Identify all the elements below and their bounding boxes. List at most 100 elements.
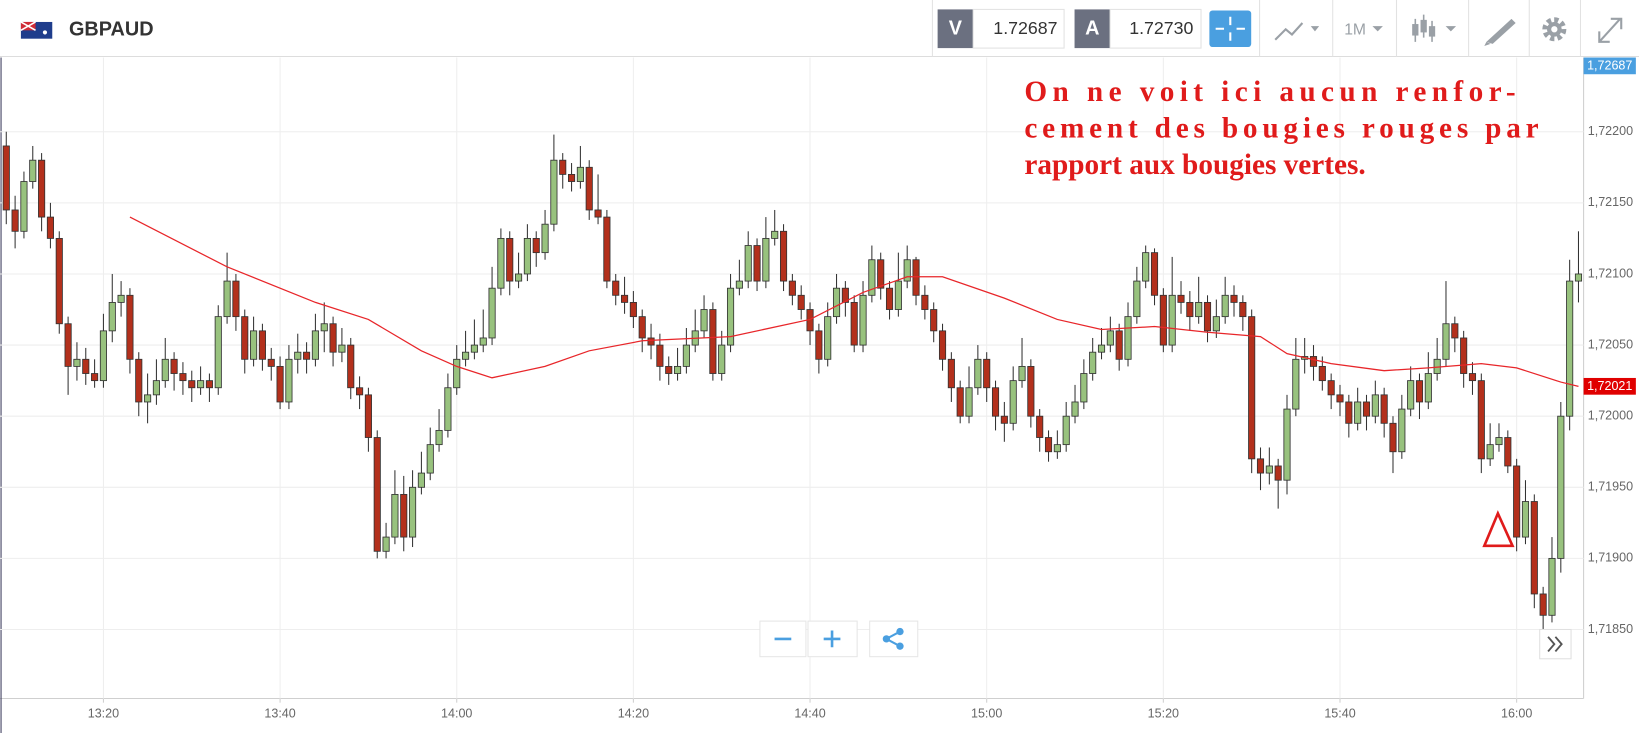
candle-body: [930, 309, 938, 332]
candle-body: [1318, 365, 1326, 382]
candle-body: [1292, 358, 1300, 410]
candle-body: [135, 358, 143, 403]
draw-button[interactable]: [1484, 18, 1516, 47]
candle-body: [453, 358, 461, 389]
y-tick-label: 1,72200: [1588, 124, 1633, 138]
candle-body: [1203, 301, 1212, 332]
candle-body: [779, 230, 788, 282]
candle-body: [1177, 294, 1185, 303]
ask-button[interactable]: [1074, 9, 1111, 49]
candle-body: [347, 344, 355, 389]
candle-body: [144, 394, 152, 403]
candle-body: [877, 259, 885, 289]
candle-body: [532, 237, 540, 254]
candle-body: [1053, 444, 1061, 453]
candle-body: [250, 330, 258, 360]
plus-icon: [823, 630, 841, 648]
candle-body: [1106, 330, 1114, 346]
settings-button[interactable]: [1542, 17, 1567, 42]
crosshair-button[interactable]: [1209, 10, 1252, 48]
candle-body: [1442, 323, 1450, 360]
candle-body: [983, 358, 991, 389]
candle-body: [1327, 380, 1335, 396]
candle-body: [1000, 415, 1008, 424]
candle-body: [974, 358, 982, 389]
candle-body: [303, 351, 311, 360]
candle-body: [470, 344, 478, 353]
x-tick-label: 15:40: [1324, 706, 1355, 720]
candle-body: [1389, 422, 1397, 453]
candle-body: [1566, 280, 1574, 417]
candle-body: [1468, 373, 1477, 382]
candle-body: [638, 316, 646, 339]
candle-body: [82, 358, 90, 374]
candle-body: [1124, 316, 1132, 360]
share-button[interactable]: [869, 620, 919, 658]
candle-body: [859, 294, 867, 346]
candle-body: [735, 280, 743, 289]
crosshair-icon: [1215, 16, 1245, 41]
candle-body: [1309, 356, 1318, 367]
candle-body: [73, 358, 81, 367]
candle-body: [1504, 437, 1512, 467]
fullscreen-button[interactable]: [1598, 17, 1623, 43]
candle-body: [1336, 394, 1344, 403]
candle-body: [276, 365, 284, 403]
candle-body: [1089, 351, 1097, 374]
candle-body: [232, 280, 240, 318]
y-tick-label: 1,72100: [1588, 266, 1633, 280]
candle-body: [1044, 437, 1053, 453]
candle-body: [435, 429, 443, 446]
candle-body: [267, 358, 275, 367]
candle-body: [682, 344, 690, 367]
candle-style-button[interactable]: [1412, 14, 1457, 42]
candle-body: [46, 216, 54, 239]
ask-box[interactable]: [1109, 8, 1202, 49]
bid-box[interactable]: [972, 8, 1065, 49]
candle-body: [965, 387, 973, 417]
candle-body: [1115, 330, 1123, 360]
candle-body: [497, 237, 505, 289]
candle-body: [1142, 252, 1150, 282]
candle-body: [1530, 501, 1538, 595]
candle-body: [1274, 465, 1282, 481]
bid-button[interactable]: [937, 9, 974, 49]
candle-body: [612, 280, 620, 296]
candle-body: [576, 166, 584, 182]
x-tick-label: 15:20: [1148, 706, 1179, 720]
candle-body: [700, 309, 708, 332]
candle-body: [391, 493, 399, 538]
annotation-line: rapport aux bougies vertes.: [1024, 149, 1365, 181]
candle-body: [364, 394, 372, 438]
candle-body: [1195, 301, 1203, 318]
candle-body: [585, 166, 593, 211]
candle-body: [753, 245, 761, 282]
candle-body: [1186, 301, 1194, 318]
candle-body: [523, 237, 531, 275]
candle-body: [515, 273, 523, 282]
y-tick-label: 1,72050: [1588, 337, 1633, 351]
timeframe[interactable]: 1M: [1344, 21, 1366, 38]
chart-type-button[interactable]: [1274, 22, 1320, 41]
candle-body: [797, 294, 805, 310]
candle-body: [1150, 252, 1159, 296]
candle-body: [1513, 465, 1521, 538]
candle-body: [991, 387, 1000, 417]
moving-average: [129, 216, 1579, 387]
candle-body: [1398, 408, 1406, 453]
x-tick-label: 13:40: [264, 706, 295, 720]
candle-body: [788, 280, 796, 296]
candle-body: [559, 159, 567, 175]
candle-body: [117, 294, 125, 303]
candle-body: [709, 309, 717, 374]
candle-body: [55, 237, 63, 325]
zoom-controls: [759, 620, 919, 658]
candle-body: [99, 330, 107, 382]
warning-triangle: [1482, 510, 1515, 548]
candle-body: [921, 294, 929, 310]
candle-body: [223, 280, 231, 318]
candle-body: [550, 159, 558, 225]
candle-body: [488, 287, 496, 339]
candle-body: [912, 259, 920, 296]
